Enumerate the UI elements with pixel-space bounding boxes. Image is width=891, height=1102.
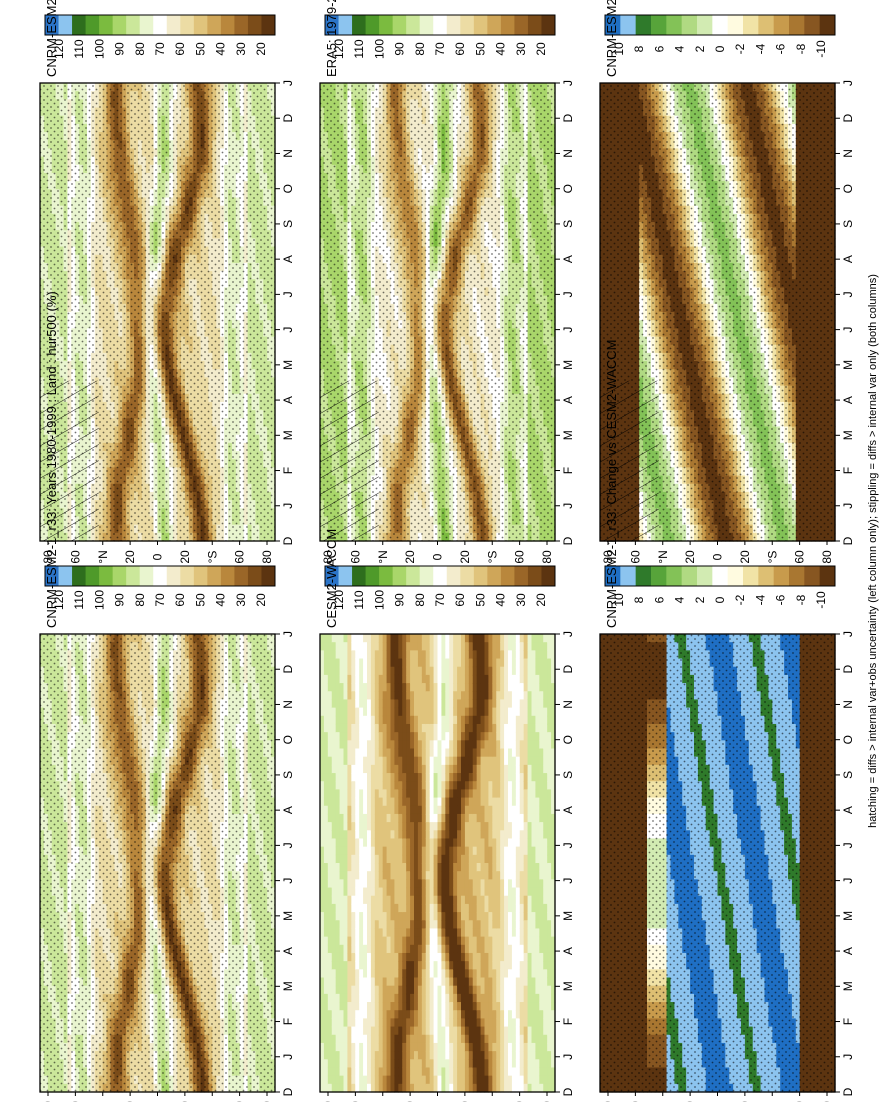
y-tick-label: °S [205,551,219,564]
legend-tick-label: 50 [193,42,207,56]
legend-tick-label: 90 [113,42,127,56]
legend-swatch [99,15,114,35]
x-tick-label: J [281,291,295,297]
legend-swatch [261,566,276,586]
legend-swatch [72,15,87,35]
legend-swatch [207,15,222,35]
legend-bar: 120 110 100 90 80 70 60 50 40 30 20 [44,14,276,59]
legend-tick-label: 80 [133,42,147,56]
chart-title: CNRM-ESM2-1_r33: Years 1980-1999 : Land … [44,0,59,77]
legend-tick-label: 100 [92,590,106,610]
legend-tick-label: 110 [72,39,86,58]
legend-swatch [247,15,262,35]
legend-swatch [220,566,235,586]
legend-swatch [126,566,141,586]
y-tick-label: 60 [233,550,247,564]
legend-swatch [112,566,127,586]
legend-swatch [193,566,208,586]
legend-swatch [58,15,73,35]
x-tick-label: J [281,327,295,333]
legend-swatch [234,15,249,35]
y-tick-label: 0 [151,553,165,560]
legend-swatch [85,566,100,586]
legend-swatch [139,15,154,35]
legend-bar: 120 110 100 90 80 70 60 50 40 30 20 [44,565,276,610]
legend-tick-label: 30 [234,593,248,607]
legend-swatch [166,566,181,586]
x-tick-label: A [281,396,295,404]
legend-tick-label: 70 [153,42,167,56]
legend-tick-label: 120 [52,39,66,59]
legend-swatch [261,15,276,35]
legend-swatch [207,566,222,586]
legend-swatch [153,15,168,35]
chart-panel-1: 120 110 100 90 80 70 60 50 40 30 20 D J F M A M J J A S O N D J 8… [39,0,295,564]
x-tick-label: F [281,467,295,474]
x-tick-label: D [281,114,295,123]
x-tick-label: J [281,80,295,86]
legend-tick-label: 20 [254,42,268,56]
legend-swatch [58,566,73,586]
legend-tick-label: 100 [92,39,106,59]
legend-swatch [180,566,195,586]
legend-swatch [99,566,114,586]
legend-tick-label: 40 [214,42,228,56]
legend-swatch [247,566,262,586]
y-tick-label: 20 [123,550,137,564]
legend-tick-label: 110 [72,590,86,609]
x-tick-label: N [281,149,295,158]
y-tick-label: 20 [178,550,192,564]
legend-tick-label: 40 [214,593,228,607]
x-tick-label: J [281,503,295,509]
x-tick-label: S [281,220,295,228]
legend-swatch [166,15,181,35]
y-tick-label: 60 [68,550,82,564]
legend-swatch [234,566,249,586]
legend-swatch [72,566,87,586]
legend-swatch [193,15,208,35]
y-tick-label: °N [96,550,110,563]
legend-tick-label: 70 [153,593,167,607]
legend-swatch [153,566,168,586]
legend-swatch [85,15,100,35]
x-tick-label: M [281,360,295,370]
legend-swatch [139,566,154,586]
legend-tick-label: 80 [133,593,147,607]
legend-tick-label: 90 [113,593,127,607]
legend-swatch [126,15,141,35]
y-tick-label: 80 [260,550,274,564]
legend-tick-label: 30 [234,42,248,56]
legend-swatch [180,15,195,35]
x-tick-label: O [281,184,295,193]
legend-swatch [220,15,235,35]
legend-tick-label: 60 [173,593,187,607]
legend-tick-label: 60 [173,42,187,56]
legend-swatch [112,15,127,35]
legend-tick-label: 50 [193,593,207,607]
x-tick-label: D [281,536,295,545]
legend-tick-label: 20 [254,593,268,607]
x-tick-label: A [281,255,295,263]
x-tick-label: M [281,430,295,440]
legend-swatch [45,15,60,35]
